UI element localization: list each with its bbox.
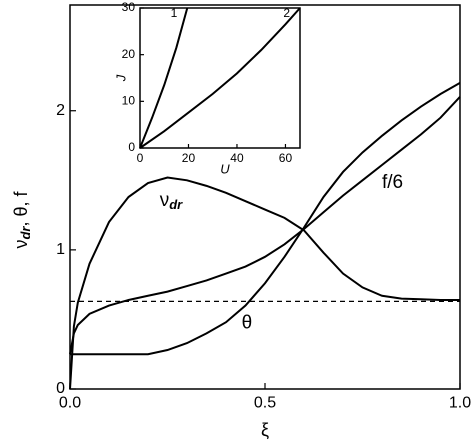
data-line (69, 176, 460, 390)
y-tick-label: 0 (56, 380, 65, 397)
y-label-main: ν (11, 240, 31, 249)
annotation: θ (242, 313, 253, 334)
plot-frame (139, 7, 301, 149)
annotation-text: θ (242, 313, 253, 334)
y-tick-label: 2 (56, 102, 65, 119)
x-tick-label: 60 (279, 151, 293, 165)
annotation-text: f/6 (382, 172, 403, 193)
series-label: 2 (283, 6, 290, 20)
y-tick-label: 0 (128, 140, 135, 154)
annotation-text: ν (160, 190, 170, 211)
annotation: f/6 (382, 172, 403, 193)
x-tick-label: 1.0 (449, 395, 471, 412)
annotation: νdr (160, 190, 183, 212)
y-axis-label: νdr, θ, f (11, 190, 34, 248)
y-label-sub: dr (18, 226, 33, 240)
data-line (70, 82, 461, 356)
series-label: 1 (171, 6, 178, 20)
annotation-sub: dr (169, 198, 183, 213)
y-tick-label: 1 (56, 241, 65, 258)
x-tick-label: 20 (182, 151, 196, 165)
x-axis-label: U (220, 161, 230, 176)
y-tick-label: 10 (122, 94, 136, 108)
x-tick-label: 0.0 (59, 395, 81, 412)
data-line (69, 96, 461, 355)
x-tick-label: 40 (230, 151, 244, 165)
y-axis-label: J (113, 74, 128, 82)
x-tick-label: 0 (137, 151, 144, 165)
y-tick-label: 30 (122, 0, 136, 14)
x-axis-label: ξ (261, 420, 269, 440)
data-line (139, 7, 301, 149)
x-tick-label: 0.5 (254, 395, 276, 412)
y-tick-label: 20 (122, 47, 136, 61)
data-line (139, 7, 189, 149)
y-label-rest: , θ, f (11, 190, 31, 226)
